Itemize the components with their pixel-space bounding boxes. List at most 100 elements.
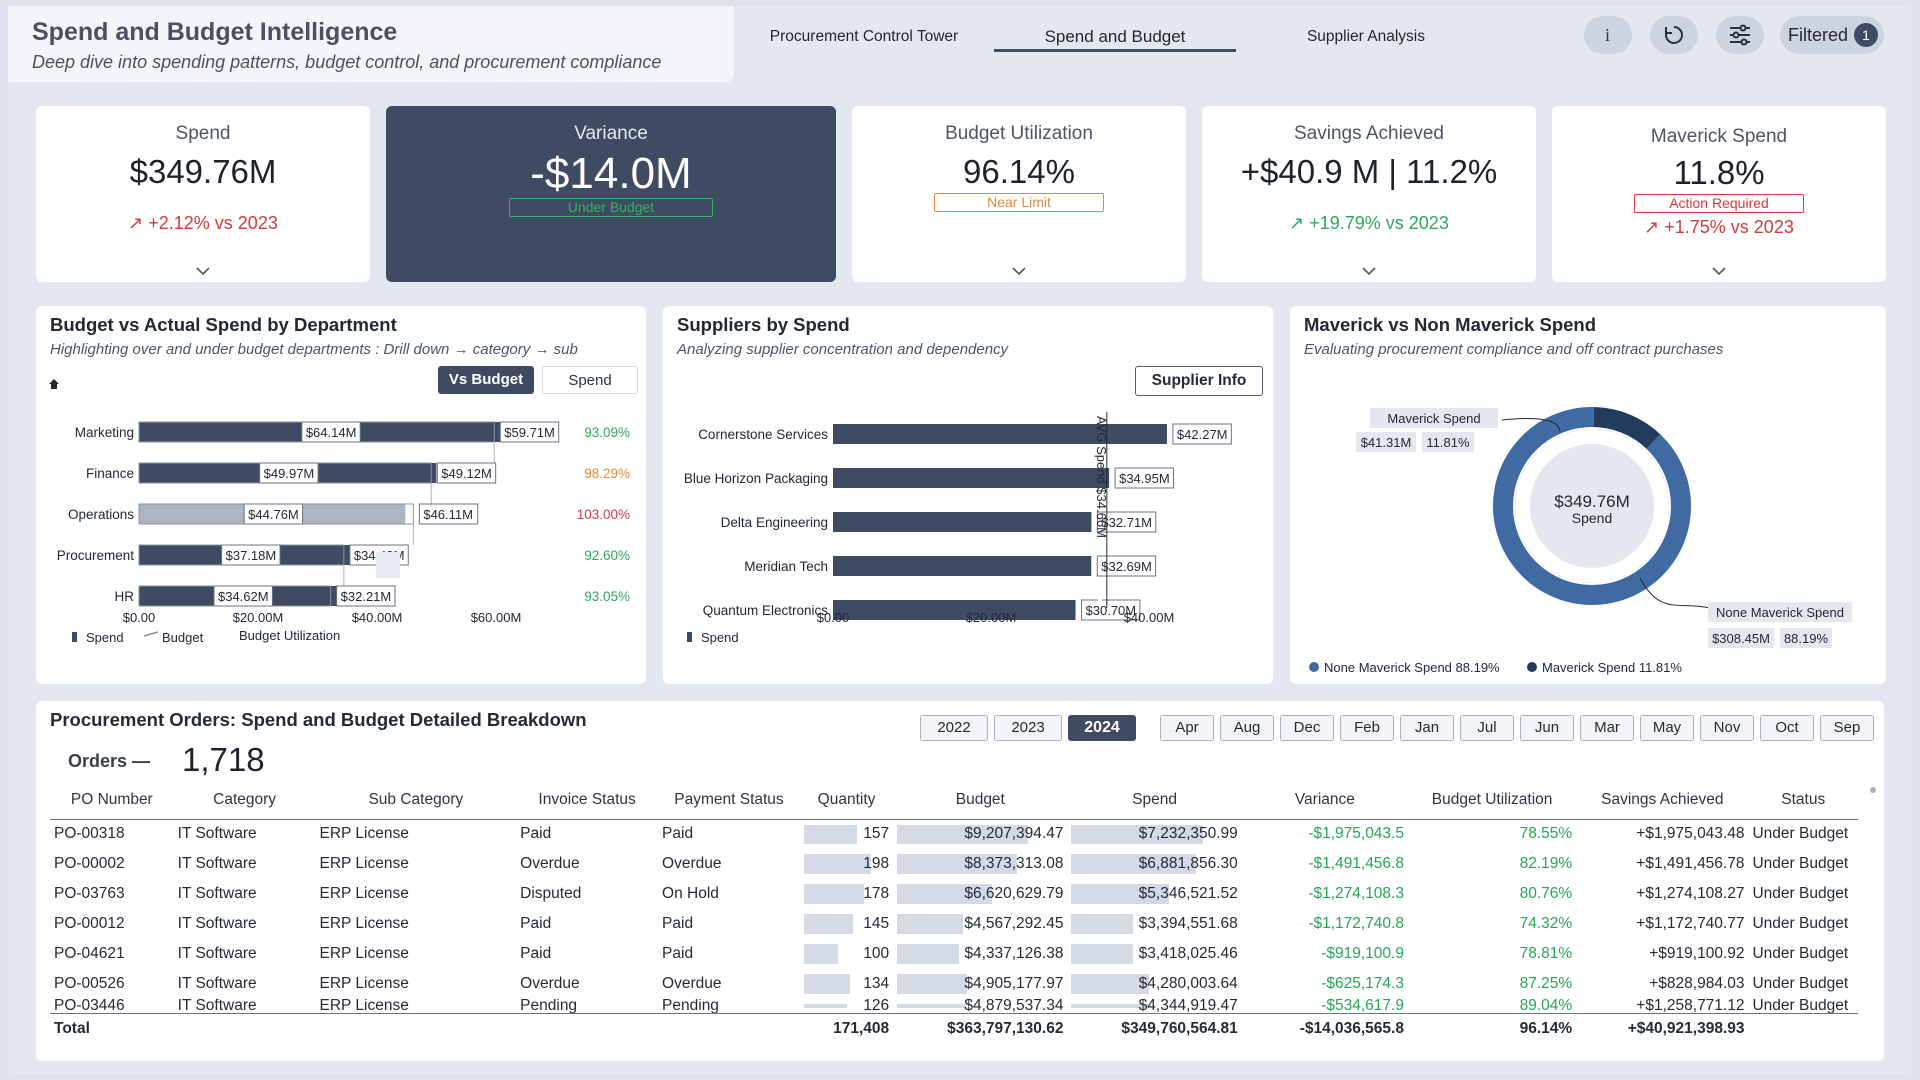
chevron-down-icon[interactable] (1711, 266, 1727, 276)
kpi-maverick-badge: Action Required (1634, 194, 1804, 213)
toggle-vs-budget[interactable]: Vs Budget (438, 366, 534, 394)
table-cell: PO-03763 (54, 885, 125, 902)
table-cell: 198 (800, 849, 893, 879)
supplier-x-tick: $0.00 (817, 610, 850, 625)
tab-supplier-analysis[interactable]: Supplier Analysis (1306, 28, 1426, 45)
column-header[interactable]: Payment Status (658, 781, 800, 820)
month-aug-button[interactable]: Aug (1220, 715, 1274, 741)
dept-budget-data-label: $32.21M (341, 589, 392, 604)
cell-bar (1071, 1004, 1151, 1008)
donut-center (1530, 444, 1654, 568)
dept-spend-data-label-box (221, 544, 281, 566)
chevron-down-icon[interactable] (1011, 266, 1027, 276)
column-header[interactable]: Budget Utilization (1407, 781, 1577, 820)
column-header[interactable]: PO Number (50, 781, 174, 820)
month-jan-button[interactable]: Jan (1400, 715, 1454, 741)
table-row[interactable]: PO-04621 IT Software ERP License Paid Paid 10… (50, 939, 1858, 969)
dept-budget-data-label-box (436, 462, 497, 484)
toggle-spend[interactable]: Spend (542, 366, 638, 394)
kpi-utilization-badge: Near Limit (934, 193, 1104, 212)
table-row[interactable]: PO-00002 IT Software ERP License Overdue Ove… (50, 849, 1858, 879)
column-header[interactable]: Sub Category (315, 781, 517, 820)
month-feb-button[interactable]: Feb (1340, 715, 1394, 741)
column-header[interactable]: Invoice Status (516, 781, 659, 820)
column-header[interactable]: Status (1748, 781, 1858, 820)
supplier-spend-data-label: $34.95M (1119, 471, 1170, 486)
table-cell: 134 (800, 969, 893, 999)
kpi-savings-card[interactable]: Savings Achieved +$40.9 M | 11.2% ↗ +19.… (1202, 106, 1536, 282)
dept-category-label: Finance (86, 466, 134, 481)
supplier-name-label: Delta Engineering (721, 515, 828, 530)
total-cell: Total (50, 1013, 174, 1044)
total-cell (1748, 1013, 1858, 1044)
chevron-down-icon[interactable] (1361, 266, 1377, 276)
column-header[interactable]: Quantity (799, 781, 894, 820)
legend-spend-icon (72, 632, 77, 642)
kpi-spend-card[interactable]: Spend $349.76M ↗ +2.12% vs 2023 (36, 106, 370, 282)
month-dec-button[interactable]: Dec (1280, 715, 1334, 741)
dept-spend-data-label-box (213, 585, 273, 607)
table-row[interactable]: PO-03763 IT Software ERP License Disputed On… (50, 879, 1858, 909)
reset-button[interactable] (1650, 16, 1698, 54)
column-header[interactable]: Savings Achieved (1576, 781, 1749, 820)
table-cell: $4,567,292.45 (893, 909, 1067, 939)
dept-x-tick: $60.00M (471, 610, 522, 625)
table-row[interactable]: PO-00012 IT Software ERP License Paid Paid 14… (50, 909, 1858, 939)
donut-center-value: $349.76M (1554, 492, 1630, 511)
kpi-maverick-card[interactable]: Maverick Spend 11.8% Action Required ↗ +… (1552, 106, 1886, 282)
filters-button[interactable] (1716, 16, 1764, 54)
table-scrollbar[interactable] (1870, 787, 1876, 793)
dept-spend-data-label: $34.62M (218, 589, 269, 604)
year-2022-button[interactable]: 2022 (920, 715, 988, 741)
info-button[interactable]: i (1584, 16, 1632, 54)
tab-procurement-control-tower[interactable]: Procurement Control Tower (769, 28, 959, 45)
table-row[interactable]: PO-03446 IT Software ERP License Pending Pen… (50, 999, 1858, 1014)
dept-category-label: HR (115, 589, 135, 604)
total-cell: $349,760,564.81 (1067, 1013, 1242, 1044)
cell-bar (1071, 914, 1134, 934)
supplier-panel-subtitle: Analyzing supplier concentration and dep… (677, 341, 1009, 358)
month-sep-button[interactable]: Sep (1820, 715, 1874, 741)
orders-count-label: Orders — (68, 751, 151, 771)
table-cell: Overdue (520, 975, 580, 992)
page-subtitle: Deep dive into spending patterns, budget… (32, 52, 662, 72)
dept-spend-data-label: $64.14M (306, 425, 357, 440)
total-cell (315, 1013, 517, 1044)
kpi-utilization-card[interactable]: Budget Utilization 96.14% Near Limit (852, 106, 1186, 282)
column-header[interactable]: Category (173, 781, 316, 820)
year-2023-button[interactable]: 2023 (994, 715, 1062, 741)
cell-bar (897, 884, 992, 904)
home-icon[interactable] (48, 378, 60, 390)
legend-budget-icon (143, 631, 159, 637)
tab-spend-and-budget[interactable]: Spend and Budget (994, 22, 1236, 52)
dept-utilization-label: 93.05% (584, 589, 630, 604)
table-row[interactable]: PO-00526 IT Software ERP License Overdue Ove… (50, 969, 1858, 999)
month-oct-button[interactable]: Oct (1760, 715, 1814, 741)
column-header[interactable]: Spend (1067, 781, 1242, 820)
dept-spend-data-label-box (243, 503, 304, 525)
table-cell: PO-00002 (54, 855, 125, 872)
supplier-spend-data-label: $30.70M (1086, 603, 1137, 618)
year-2024-button[interactable]: 2024 (1068, 715, 1136, 741)
supplier-info-button[interactable]: Supplier Info (1135, 366, 1263, 396)
column-header[interactable]: Budget (893, 781, 1068, 820)
month-jul-button[interactable]: Jul (1460, 715, 1514, 741)
month-may-button[interactable]: May (1640, 715, 1694, 741)
table-cell: $4,905,177.97 (893, 969, 1067, 999)
filtered-button[interactable]: Filtered 1 (1780, 16, 1884, 54)
donut-non-maverick-slice (1493, 407, 1691, 605)
table-cell: Under Budget (1752, 975, 1849, 992)
dept-utilization-label: 98.29% (584, 466, 630, 481)
cell-bar (803, 884, 865, 904)
kpi-variance-card[interactable]: Variance -$14.0M Under Budget (386, 106, 836, 282)
month-mar-button[interactable]: Mar (1580, 715, 1634, 741)
month-nov-button[interactable]: Nov (1700, 715, 1754, 741)
month-jun-button[interactable]: Jun (1520, 715, 1574, 741)
dept-x-tick: $0.00 (123, 610, 156, 625)
table-row[interactable]: PO-00318 IT Software ERP License Paid Paid 15… (50, 819, 1858, 849)
column-header[interactable]: Variance (1241, 781, 1408, 820)
month-apr-button[interactable]: Apr (1160, 715, 1214, 741)
cell-bar (803, 914, 853, 934)
chevron-down-icon[interactable] (195, 266, 211, 276)
